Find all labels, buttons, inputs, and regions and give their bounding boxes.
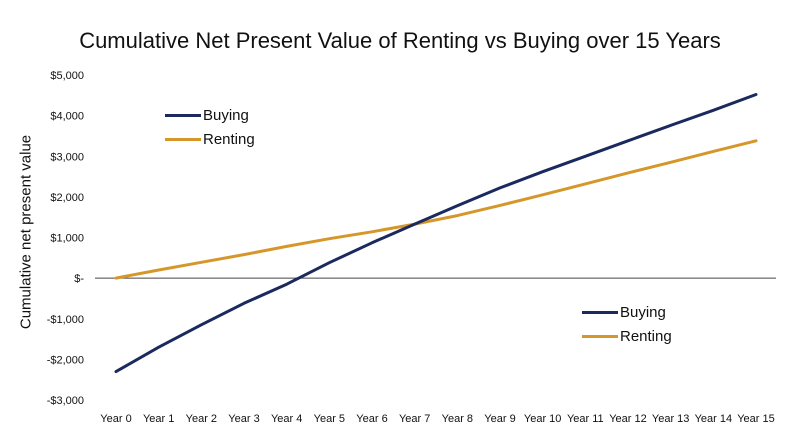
y-tick-label: $2,000 bbox=[50, 192, 84, 204]
x-tick-label: Year 15 bbox=[737, 413, 775, 425]
legend-lower: Buying Renting bbox=[582, 300, 672, 348]
series-line-buying bbox=[114, 93, 758, 374]
y-tick-label: $3,000 bbox=[50, 151, 84, 163]
x-tick-label: Year 1 bbox=[143, 413, 174, 425]
x-tick-label: Year 4 bbox=[271, 413, 302, 425]
x-tick-label: Year 9 bbox=[484, 413, 515, 425]
legend-label: Buying bbox=[203, 106, 249, 124]
legend-swatch bbox=[165, 113, 201, 117]
series-line-renting bbox=[114, 139, 758, 280]
x-tick-label: Year 0 bbox=[100, 413, 131, 425]
x-tick-label: Year 7 bbox=[399, 413, 430, 425]
legend-label: Renting bbox=[203, 130, 255, 148]
chart-title: Cumulative Net Present Value of Renting … bbox=[79, 28, 721, 53]
x-tick-label: Year 5 bbox=[314, 413, 345, 425]
legend-label: Buying bbox=[620, 303, 666, 321]
y-tick-label: $5,000 bbox=[50, 70, 84, 82]
x-tick-label: Year 13 bbox=[652, 413, 690, 425]
x-tick-label: Year 8 bbox=[442, 413, 473, 425]
y-tick-label: -$3,000 bbox=[47, 395, 84, 407]
legend-item-buying: Buying bbox=[582, 300, 672, 324]
x-tick-label: Year 12 bbox=[609, 413, 647, 425]
x-tick-label: Year 6 bbox=[356, 413, 387, 425]
x-tick-label: Year 2 bbox=[186, 413, 217, 425]
y-tick-label: $1,000 bbox=[50, 233, 84, 245]
y-tick-label: -$1,000 bbox=[47, 314, 84, 326]
legend-swatch bbox=[582, 334, 618, 338]
legend-swatch bbox=[165, 137, 201, 141]
x-tick-label: Year 11 bbox=[567, 413, 604, 425]
x-tick-label: Year 10 bbox=[524, 413, 562, 425]
legend-label: Renting bbox=[620, 327, 672, 345]
y-tick-label: $- bbox=[74, 273, 84, 285]
y-tick-label: -$2,000 bbox=[47, 354, 84, 366]
x-tick-label: Year 14 bbox=[695, 413, 733, 425]
legend-swatch bbox=[582, 310, 618, 314]
legend-item-renting: Renting bbox=[582, 324, 672, 348]
y-tick-label: $4,000 bbox=[50, 111, 84, 123]
legend-upper: Buying Renting bbox=[165, 103, 255, 151]
legend-item-buying: Buying bbox=[165, 103, 255, 127]
legend-item-renting: Renting bbox=[165, 127, 255, 151]
x-tick-label: Year 3 bbox=[228, 413, 259, 425]
